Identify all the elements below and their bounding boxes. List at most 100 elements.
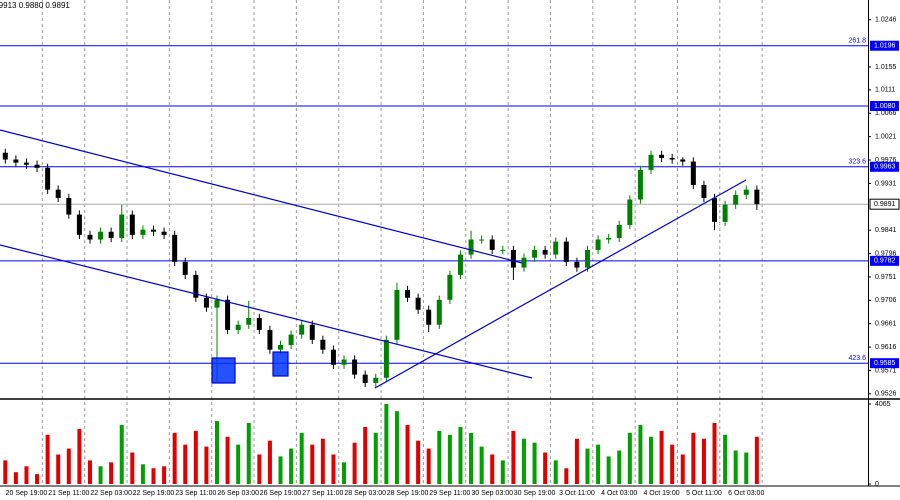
- volume-bar: [342, 462, 347, 484]
- y-tick-label: 1.0246: [875, 17, 897, 24]
- candle-body: [309, 324, 315, 340]
- x-tick-label: 21 Sep 11:00: [48, 490, 89, 497]
- volume-bar: [193, 430, 198, 484]
- zone-box: [211, 357, 236, 384]
- level-box: [870, 40, 899, 51]
- candle-body: [468, 239, 474, 255]
- volume-bar: [66, 448, 71, 484]
- y-tick-label: 0.9661: [875, 321, 897, 328]
- volume-bar: [172, 432, 177, 484]
- level-label: 1.0080: [874, 103, 896, 110]
- trend-line: [0, 129, 523, 264]
- x-tick-label: 27 Sep 11:00: [302, 490, 343, 497]
- x-tick-label: 28 Sep 19:00: [387, 490, 429, 497]
- volume-bar: [416, 440, 421, 484]
- x-tick-label: 5 Oct 11:00: [686, 490, 722, 497]
- volume-bar: [701, 438, 706, 484]
- volume-bar: [119, 424, 124, 484]
- volume-bar: [585, 448, 590, 484]
- volume-bar: [617, 450, 622, 484]
- volume-bar: [712, 422, 717, 484]
- volume-bar: [45, 434, 50, 484]
- candle-body: [214, 299, 220, 308]
- x-tick-label: 30 Sep 03:00: [471, 490, 513, 497]
- volume-bar: [606, 456, 611, 484]
- candle-body: [595, 239, 601, 250]
- candle-body: [436, 299, 442, 325]
- volume-bar: [733, 450, 738, 484]
- volume-bar: [659, 430, 664, 484]
- candle-body: [394, 289, 400, 340]
- volume-bar: [649, 436, 653, 484]
- marks: [2, 148, 760, 484]
- candle-body: [288, 334, 294, 346]
- y-tick-label: 4065: [875, 401, 891, 408]
- candle-body: [500, 249, 506, 251]
- drawings: [0, 129, 747, 389]
- level-tag: 261.8: [848, 38, 866, 45]
- x-tick-label: 22 Sep 19:00: [133, 490, 175, 497]
- level-label: 0.9585: [874, 360, 896, 367]
- candle-body: [510, 249, 516, 268]
- volume-bar: [479, 446, 484, 484]
- y-tick-label: 0.9706: [875, 297, 897, 304]
- volume-bar: [204, 446, 209, 484]
- candle-body: [172, 234, 178, 262]
- volume-bar: [140, 464, 145, 484]
- volume-bar: [310, 444, 315, 484]
- volume-bar: [320, 438, 325, 484]
- x-tick-label: 26 Sep 19:00: [260, 490, 302, 497]
- volume-bar: [490, 454, 495, 484]
- x-tick-label: 4 Oct 03:00: [601, 490, 637, 497]
- last-price-box: [869, 198, 900, 210]
- candle-body: [563, 241, 569, 262]
- volume-bar: [596, 444, 601, 484]
- candle-body: [489, 239, 495, 250]
- candle-body: [140, 229, 146, 235]
- candle-body: [648, 154, 654, 170]
- candle-body: [108, 231, 114, 238]
- candle-body: [246, 317, 252, 325]
- candle-body: [341, 359, 347, 365]
- candle-body: [352, 359, 358, 375]
- volume-bar: [130, 452, 135, 484]
- candle-body: [669, 157, 675, 160]
- level-box: [870, 358, 899, 369]
- level-box: [870, 255, 899, 266]
- volume-bar: [109, 462, 114, 484]
- candle-body: [235, 324, 241, 330]
- candle-body: [119, 214, 125, 238]
- volume-bar: [394, 411, 399, 484]
- volume-bar: [267, 440, 272, 484]
- volume-bar: [162, 466, 167, 484]
- volume-bar: [87, 460, 92, 484]
- candle-body: [627, 199, 633, 225]
- y-tick-label: 1.0155: [875, 64, 897, 71]
- volume-bar: [352, 442, 357, 484]
- y-tick-label: 0.9751: [875, 274, 897, 281]
- volume-bar: [236, 444, 241, 484]
- volume-bar: [257, 454, 262, 484]
- candle-body: [45, 167, 51, 190]
- candle-body: [299, 324, 305, 335]
- x-tick-label: 26 Sep 03:00: [217, 490, 259, 497]
- volume-bar: [363, 426, 368, 484]
- level-label: 0.9782: [874, 258, 896, 265]
- volume-bar: [458, 426, 463, 484]
- candle-body: [225, 299, 231, 330]
- x-tick-label: 22 Sep 03:00: [90, 490, 132, 497]
- candle-body: [712, 197, 718, 222]
- candle-body: [542, 249, 548, 255]
- volume-bar: [405, 424, 410, 484]
- x-tick-label: 30 Sep 19:00: [514, 490, 556, 497]
- y-tick-label: 0.9931: [875, 180, 897, 187]
- volume-bar: [680, 454, 685, 484]
- volume-bar: [77, 428, 82, 484]
- last-price-label: 0.9891: [874, 201, 896, 208]
- level-label: 1.0196: [874, 43, 896, 50]
- candle-body: [34, 164, 40, 168]
- volume-bar: [744, 452, 749, 484]
- y-tick-label: 0.9526: [875, 391, 897, 398]
- volume-bar: [469, 432, 474, 484]
- volume-bar: [447, 434, 452, 484]
